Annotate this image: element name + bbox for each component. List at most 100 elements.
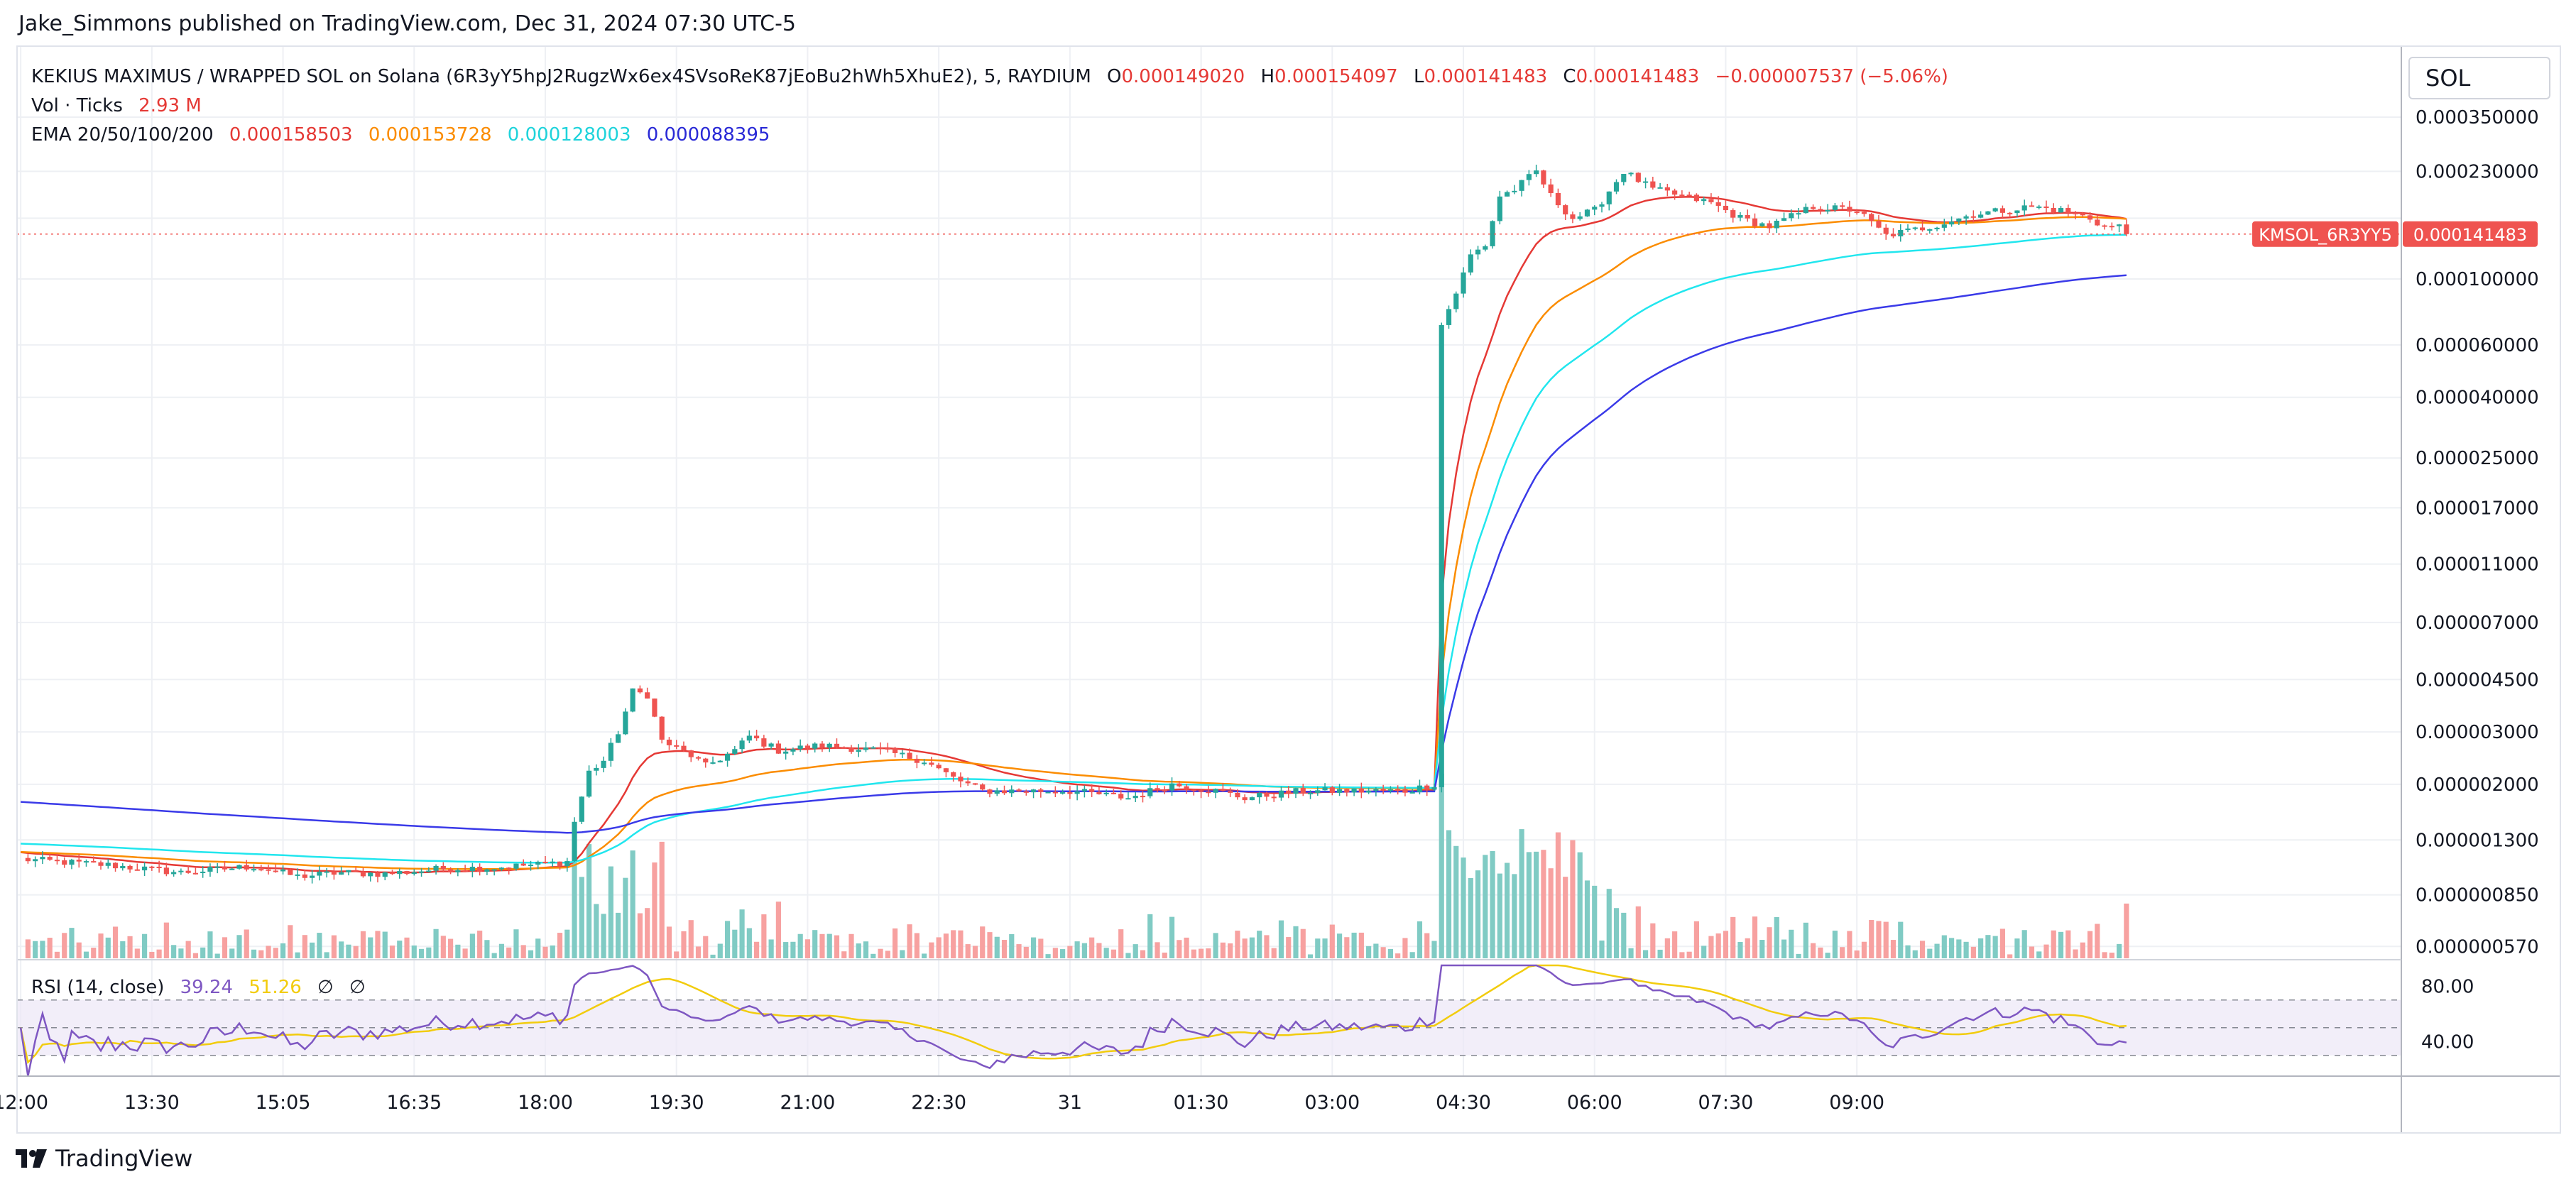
ema-label[interactable]: EMA 20/50/100/200: [31, 124, 214, 146]
last-price-marker: KMSOL_6R3YY5 0.000141483: [17, 221, 2538, 247]
candle-body: [2014, 210, 2020, 214]
volume-bar: [229, 948, 235, 958]
candle-body: [1271, 796, 1277, 799]
volume-bar: [1060, 949, 1066, 958]
candle-body: [375, 872, 381, 877]
candle-body: [1825, 209, 1830, 212]
candle-body: [105, 862, 111, 866]
price-tick-label: 0.000007000: [2416, 613, 2539, 634]
volume-bar: [2124, 903, 2129, 958]
volume-bar: [1737, 941, 1743, 958]
volume-bar: [382, 931, 388, 958]
volume-bar: [987, 932, 993, 958]
candle-body: [1242, 797, 1248, 801]
volume-bar: [1140, 950, 1146, 958]
candle-body: [681, 745, 687, 751]
candle-body: [1380, 789, 1386, 791]
volume-bar: [1715, 933, 1721, 958]
candle-body: [1177, 783, 1182, 787]
candle-body: [1883, 227, 1889, 234]
candle-body: [958, 777, 964, 782]
candle-body: [353, 870, 359, 872]
volume-bar: [848, 933, 854, 958]
volume-bar: [1009, 933, 1015, 958]
volume-bar: [433, 928, 439, 958]
volume-bar: [1067, 946, 1073, 958]
time-tick-label: 01:30: [1174, 1092, 1229, 1114]
volume-bar: [907, 924, 912, 958]
volume-bar: [1133, 944, 1138, 958]
time-tick-label: 07:30: [1698, 1092, 1754, 1114]
rsi-label[interactable]: RSI (14, close): [31, 977, 165, 998]
time-tick-label: 31: [1058, 1092, 1082, 1114]
candle-body: [1781, 218, 1787, 221]
volume-bar: [1155, 942, 1160, 958]
candle-body: [848, 747, 854, 752]
candle-body: [666, 740, 672, 745]
volume-bar: [1001, 940, 1008, 958]
candle-body: [1912, 227, 1918, 229]
candle-body: [1213, 789, 1218, 793]
volume-bar: [1461, 857, 1466, 958]
volume-bar: [1177, 940, 1182, 958]
candle-body: [834, 743, 840, 747]
volume-bar: [1570, 840, 1576, 958]
volume-bar: [1657, 949, 1663, 958]
volume-label[interactable]: Vol · Ticks: [31, 95, 123, 116]
candle-body: [1890, 234, 1896, 236]
volume-bar: [1497, 873, 1502, 958]
symbol-search-box[interactable]: SOL: [2408, 57, 2550, 99]
candle-body: [1067, 792, 1073, 794]
candle-body: [1664, 187, 1670, 191]
candle-body: [440, 865, 446, 870]
volume-bar: [972, 946, 978, 958]
candle-body: [389, 872, 395, 875]
volume-bar: [1635, 906, 1641, 958]
price-tick-label: 0.000100000: [2416, 269, 2539, 290]
candle-body: [579, 796, 584, 822]
candle-body: [2021, 205, 2027, 211]
volume-bar: [863, 941, 869, 958]
tradingview-logo-text: TradingView: [55, 1145, 193, 1172]
candle-body: [871, 747, 876, 749]
volume-value: 2.93 M: [138, 95, 202, 116]
candle-body: [280, 869, 286, 872]
volume-bar: [448, 938, 454, 958]
candle-body: [258, 869, 264, 871]
volume-bar: [1110, 949, 1117, 958]
legend-low: 0.000141483: [1424, 66, 1548, 87]
candle-body: [229, 868, 235, 870]
candle-body: [1110, 792, 1117, 794]
volume-bar: [1424, 933, 1430, 958]
candle-body: [1162, 789, 1167, 791]
volume-bar: [1905, 945, 1911, 958]
candle-body: [127, 865, 133, 870]
volume-bar: [353, 946, 359, 958]
tradingview-logo[interactable]: TradingView: [16, 1145, 192, 1172]
price-tick-label: 0.000230000: [2416, 161, 2539, 182]
volume-bar: [1563, 877, 1568, 958]
volume-bar: [1081, 943, 1087, 958]
ema200-value: 0.000088395: [646, 124, 770, 146]
candle-body: [878, 747, 883, 749]
legend-title[interactable]: KEKIUS MAXIMUS / WRAPPED SOL on Solana (…: [31, 66, 1091, 87]
volume-bar: [2117, 943, 2122, 958]
candle-body: [1030, 789, 1037, 793]
candle-body: [1650, 181, 1656, 188]
volume-bar: [214, 953, 220, 958]
volume-bar: [1023, 946, 1029, 958]
candle-body: [2051, 207, 2056, 213]
candle-body: [25, 857, 31, 862]
price-tick-label: 0.000003000: [2416, 722, 2539, 743]
ema20-value: 0.000158503: [229, 124, 353, 146]
candle-body: [841, 747, 847, 749]
candle-body: [1206, 791, 1211, 794]
volume-bar: [739, 909, 745, 958]
rsi-line: [19, 964, 2127, 1077]
volume-bar: [2065, 930, 2071, 958]
candle-body: [273, 870, 278, 872]
candle-body: [1286, 790, 1292, 794]
volume-bar: [1431, 941, 1437, 958]
volume-bar: [936, 937, 942, 958]
